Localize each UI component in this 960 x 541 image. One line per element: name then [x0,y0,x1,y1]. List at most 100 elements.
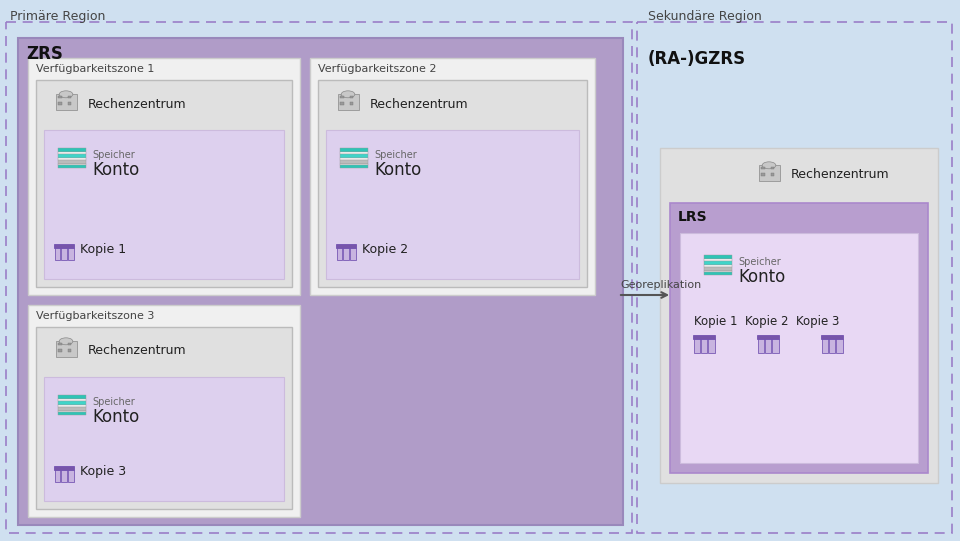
Bar [340,154,368,158]
Text: Rechenzentrum: Rechenzentrum [370,97,468,110]
Bar [61,470,67,482]
Bar [340,164,368,165]
Bar [836,339,843,353]
Bar [761,173,764,176]
Bar [822,339,828,353]
Text: ZRS: ZRS [26,45,62,63]
Bar [58,158,86,160]
Bar [68,248,74,260]
Text: LRS: LRS [678,210,708,224]
Bar [58,160,86,164]
Bar [340,160,368,164]
Bar [68,102,71,104]
Bar [55,470,60,482]
Bar [708,339,714,353]
Bar [58,412,86,415]
Bar [337,248,342,260]
Text: Speicher: Speicher [92,397,134,407]
Ellipse shape [60,91,73,98]
Bar [18,38,623,525]
Bar [58,401,86,405]
Bar [318,80,587,287]
Text: Speicher: Speicher [738,257,780,267]
Text: Verfügbarkeitszone 1: Verfügbarkeitszone 1 [36,64,155,74]
Text: Georeplikation: Georeplikation [620,280,701,290]
Text: Speicher: Speicher [92,150,134,160]
Bar [704,271,732,272]
Bar [28,58,300,295]
Bar [58,405,86,407]
Bar [58,407,86,411]
Bar [54,466,74,470]
Bar [771,173,774,176]
Text: Sekundäre Region: Sekundäre Region [648,10,761,23]
Bar [349,248,355,260]
Bar [58,411,86,412]
Bar [704,267,732,271]
Bar [56,341,77,357]
Bar [772,339,779,353]
Bar [757,339,764,353]
Text: Konto: Konto [738,268,785,286]
Text: Konto: Konto [92,408,139,426]
Bar [55,248,60,260]
Bar [61,248,67,260]
Text: (RA-)GZRS: (RA-)GZRS [648,50,746,68]
Text: Kopie 2: Kopie 2 [362,243,408,256]
Bar [44,377,284,501]
Bar [660,148,938,483]
Bar [828,339,835,353]
Text: Konto: Konto [374,161,421,179]
Bar [349,102,353,104]
Text: Kopie 1: Kopie 1 [80,243,126,256]
Ellipse shape [762,162,776,169]
Bar [757,335,779,339]
Text: Rechenzentrum: Rechenzentrum [88,97,186,110]
Bar [58,154,86,158]
Text: Kopie 3: Kopie 3 [80,465,126,478]
Bar [765,339,771,353]
Bar [28,305,300,517]
Bar [58,165,86,168]
Bar [693,339,700,353]
Bar [59,96,61,98]
Bar [704,255,732,259]
Text: Konto: Konto [92,161,139,179]
Bar [44,130,284,279]
Bar [36,80,292,287]
Text: Verfügbarkeitszone 2: Verfügbarkeitszone 2 [318,64,437,74]
Bar [68,96,71,98]
Bar [343,248,348,260]
Text: Speicher: Speicher [374,150,417,160]
Ellipse shape [341,91,355,98]
Bar [58,399,86,401]
Bar [54,244,74,248]
Bar [704,261,732,265]
Bar [58,148,86,152]
Ellipse shape [60,338,73,345]
Text: Primäre Region: Primäre Region [10,10,106,23]
Bar [68,349,71,352]
Bar [68,470,74,482]
Bar [340,158,368,160]
Text: Rechenzentrum: Rechenzentrum [791,168,890,181]
Bar [758,166,780,181]
Bar [59,349,61,352]
Bar [36,327,292,509]
Bar [59,343,61,346]
Bar [68,343,71,346]
Bar [58,395,86,399]
Bar [56,94,77,110]
Bar [680,233,918,463]
Bar [338,94,358,110]
Bar [59,102,61,104]
Bar [336,244,356,248]
Text: Kopie 1  Kopie 2  Kopie 3: Kopie 1 Kopie 2 Kopie 3 [694,315,839,328]
Text: Verfügbarkeitszone 3: Verfügbarkeitszone 3 [36,311,155,321]
Bar [341,102,344,104]
Bar [326,130,579,279]
Bar [310,58,595,295]
Bar [771,167,774,169]
Bar [637,22,952,533]
Bar [340,152,368,154]
